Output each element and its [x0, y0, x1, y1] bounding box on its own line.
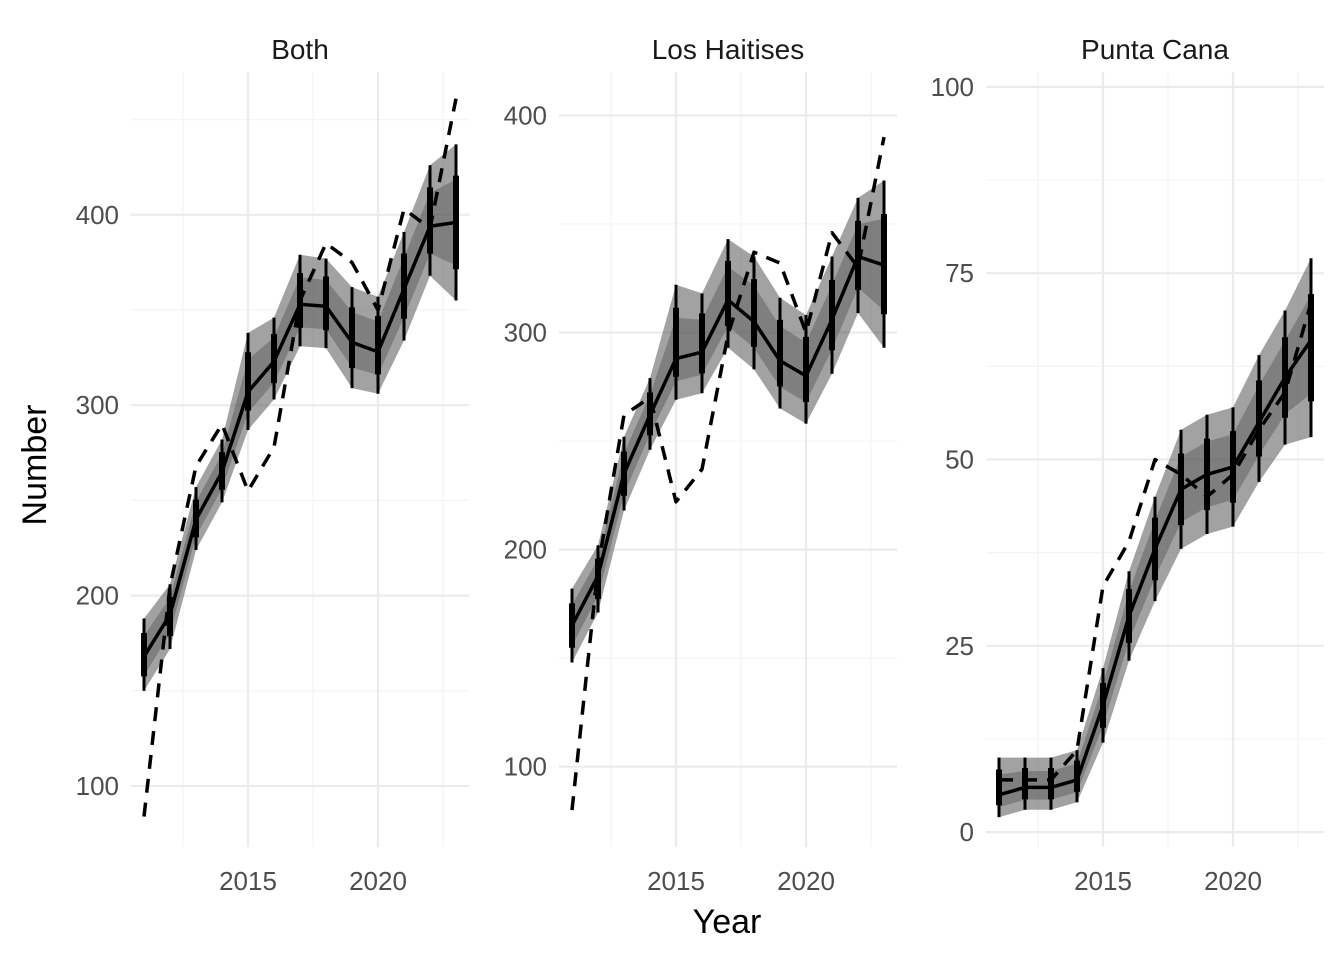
panel-title: Punta Cana: [1081, 34, 1229, 65]
y-tick-label: 100: [931, 72, 974, 102]
observed-dashed-line: [570, 136, 886, 811]
y-tick-label: 300: [76, 390, 119, 420]
x-tick-label: 2015: [219, 866, 277, 896]
observed-dashed-line: [142, 98, 458, 817]
y-tick-label: 50: [945, 445, 974, 475]
y-tick-label: 400: [76, 200, 119, 230]
facet-panel: 0 25 50 75 100 2015 2020 Punta Cana: [931, 34, 1324, 896]
facet-panel: 100 200 300 400 2015 2020 Los Haitises: [504, 34, 897, 896]
x-tick-label: 2020: [349, 866, 407, 896]
y-tick-label: 0: [960, 817, 974, 847]
x-tick-label: 2015: [1074, 866, 1132, 896]
y-tick-label: 25: [945, 631, 974, 661]
uncertainty-band-inner: [144, 179, 456, 676]
x-tick-label: 2020: [777, 866, 835, 896]
y-tick-label: 200: [76, 581, 119, 611]
y-axis-title: Number: [16, 405, 54, 526]
observed-dashed-line: [999, 302, 1313, 782]
x-tick-label: 2015: [647, 866, 705, 896]
median-line: [998, 339, 1313, 797]
panel-title: Los Haitises: [652, 34, 805, 65]
y-tick-label: 75: [945, 258, 974, 288]
uncertainty-band: [144, 144, 456, 691]
y-tick-label: 200: [504, 535, 547, 565]
x-tick-label: 2020: [1204, 866, 1262, 896]
median-line: [570, 254, 885, 627]
facet-panel: 100 200 300 400 2015 2020 Both: [76, 34, 469, 896]
y-tick-label: 400: [504, 100, 547, 130]
y-tick-label: 100: [504, 752, 547, 782]
y-tick-label: 100: [76, 771, 119, 801]
x-axis-title: Year: [693, 903, 762, 941]
panel-title: Both: [271, 34, 329, 65]
y-tick-label: 300: [504, 318, 547, 348]
median-line: [142, 220, 457, 658]
